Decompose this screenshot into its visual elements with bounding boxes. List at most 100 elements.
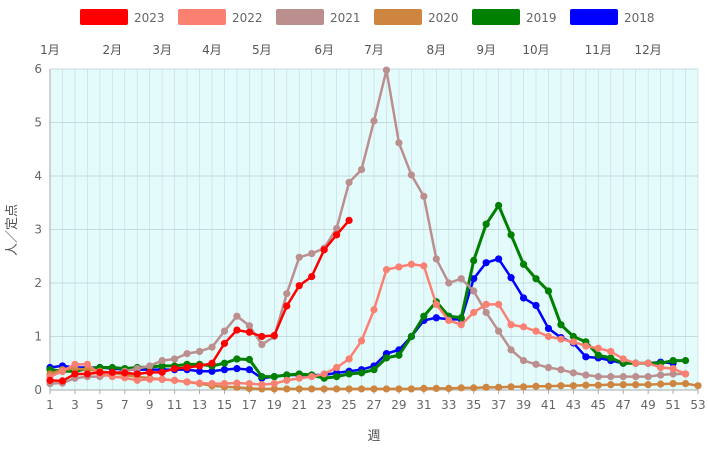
data-point: [245, 366, 253, 374]
legend[interactable]: 2023 2022 2021 2020 2019 2018: [80, 9, 655, 25]
data-point: [295, 282, 303, 290]
data-point: [370, 385, 378, 393]
data-point: [557, 335, 565, 343]
data-point: [133, 365, 141, 373]
y-axis-label: 人／定点: [5, 204, 20, 256]
data-point: [270, 373, 278, 381]
data-point: [532, 275, 540, 283]
month-label: 11月: [585, 43, 612, 57]
x-tick-label: 21: [292, 398, 307, 412]
data-point: [333, 231, 341, 239]
data-point: [395, 385, 403, 393]
data-point: [395, 263, 403, 271]
month-label: 12月: [635, 43, 662, 57]
legend-item[interactable]: 2019: [472, 9, 557, 25]
x-tick-label: 7: [121, 398, 129, 412]
x-tick-label: 31: [416, 398, 431, 412]
series-line: [48, 263, 687, 386]
data-point: [171, 365, 179, 373]
data-point: [569, 338, 577, 346]
data-point: [407, 171, 415, 179]
x-tick-label: 45: [591, 398, 606, 412]
month-label: 3月: [152, 43, 172, 57]
x-tick-label: 23: [317, 398, 332, 412]
data-point: [258, 340, 266, 349]
data-point: [158, 362, 166, 370]
data-point: [532, 360, 540, 368]
data-point: [432, 255, 440, 263]
data-point: [495, 327, 503, 335]
data-point: [333, 385, 341, 393]
data-point: [519, 294, 528, 302]
data-point: [270, 385, 278, 393]
data-point: [245, 322, 253, 330]
x-tick-label: 15: [217, 398, 232, 412]
data-point: [532, 382, 540, 390]
data-point: [108, 368, 116, 376]
data-point: [71, 370, 79, 378]
legend-item[interactable]: 2018: [570, 9, 655, 25]
month-label: 8月: [426, 43, 446, 57]
data-point: [669, 356, 677, 365]
data-point: [519, 383, 528, 391]
data-point: [569, 332, 577, 341]
data-point: [46, 376, 54, 384]
data-point: [632, 381, 640, 389]
legend-swatch: [570, 9, 618, 25]
data-point: [357, 385, 366, 393]
data-point: [283, 371, 291, 379]
data-point: [171, 376, 179, 384]
data-point: [594, 344, 602, 352]
month-label: 2月: [102, 43, 122, 57]
data-point: [220, 379, 229, 388]
data-point: [432, 300, 440, 308]
data-point: [681, 379, 690, 388]
x-tick-label: 39: [516, 398, 531, 412]
data-point: [432, 314, 440, 322]
legend-item[interactable]: 2020: [374, 9, 459, 25]
data-point: [370, 306, 378, 314]
data-point: [382, 385, 391, 393]
x-tick-label: 3: [71, 398, 79, 412]
legend-item[interactable]: 2023: [80, 9, 165, 25]
data-point: [333, 373, 341, 381]
data-point: [669, 365, 677, 373]
data-point: [308, 249, 316, 258]
legend-item[interactable]: 2021: [276, 9, 361, 25]
data-point: [58, 367, 67, 375]
data-point: [283, 302, 291, 310]
data-point: [345, 216, 353, 225]
x-tick-label: 49: [641, 398, 656, 412]
data-point: [657, 371, 665, 379]
data-point: [146, 362, 154, 370]
data-point: [544, 382, 553, 390]
data-point: [470, 384, 478, 392]
data-point: [308, 385, 316, 393]
legend-label: 2018: [624, 11, 655, 25]
data-point: [195, 347, 204, 356]
data-point: [295, 253, 303, 261]
data-point: [220, 366, 229, 374]
data-point: [657, 380, 665, 388]
data-point: [96, 368, 104, 376]
data-point: [457, 321, 465, 329]
data-point: [420, 312, 428, 320]
data-point: [495, 201, 503, 210]
data-point: [470, 287, 478, 295]
data-point: [544, 287, 553, 295]
data-point: [432, 384, 440, 392]
data-point: [470, 275, 478, 283]
legend-swatch: [80, 9, 128, 25]
data-point: [357, 369, 366, 377]
data-point: [594, 351, 602, 359]
data-point: [283, 376, 291, 384]
data-point: [594, 373, 602, 381]
y-tick-label: 4: [34, 169, 42, 183]
data-point: [445, 316, 453, 325]
y-tick-label: 6: [34, 62, 42, 76]
data-point: [245, 328, 253, 336]
legend-item[interactable]: 2022: [178, 9, 263, 25]
data-point: [507, 383, 515, 391]
month-label: 4月: [202, 43, 222, 57]
legend-label: 2022: [232, 11, 263, 25]
